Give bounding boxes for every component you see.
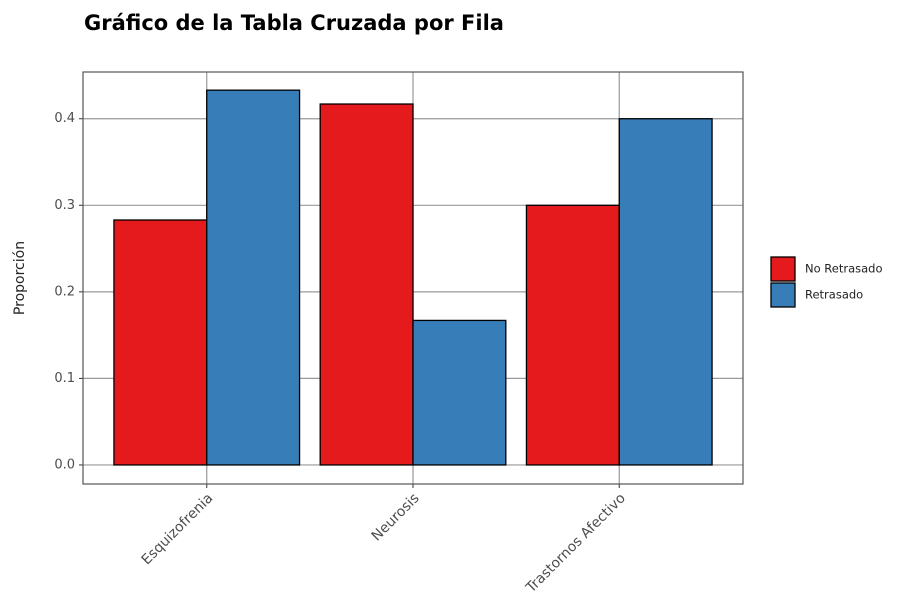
x-tick-label: Neurosis (369, 490, 423, 544)
y-tick-label: 0.4 (54, 111, 75, 126)
y-tick-label: 0.0 (54, 457, 75, 472)
bar (412, 319, 507, 466)
chart-title: Gráfico de la Tabla Cruzada por Fila (84, 11, 504, 35)
y-tick-label: 0.2 (54, 284, 75, 299)
bar (113, 219, 208, 466)
legend-label: Retrasado (805, 288, 863, 302)
x-tick-label: Esquizofrenia (139, 490, 217, 568)
legend-swatch (770, 282, 796, 308)
legend-swatch (770, 256, 796, 282)
bar (525, 204, 620, 466)
bar (618, 118, 713, 466)
y-tick-label: 0.1 (54, 371, 75, 386)
legend-label: No Retrasado (805, 262, 883, 276)
x-tick-label: Trastornos Afectivo (523, 490, 629, 596)
bar (206, 89, 301, 466)
y-axis-label: Proporción (12, 241, 28, 315)
bar (319, 103, 414, 466)
y-tick-label: 0.3 (54, 198, 75, 213)
plot-border (82, 71, 744, 485)
